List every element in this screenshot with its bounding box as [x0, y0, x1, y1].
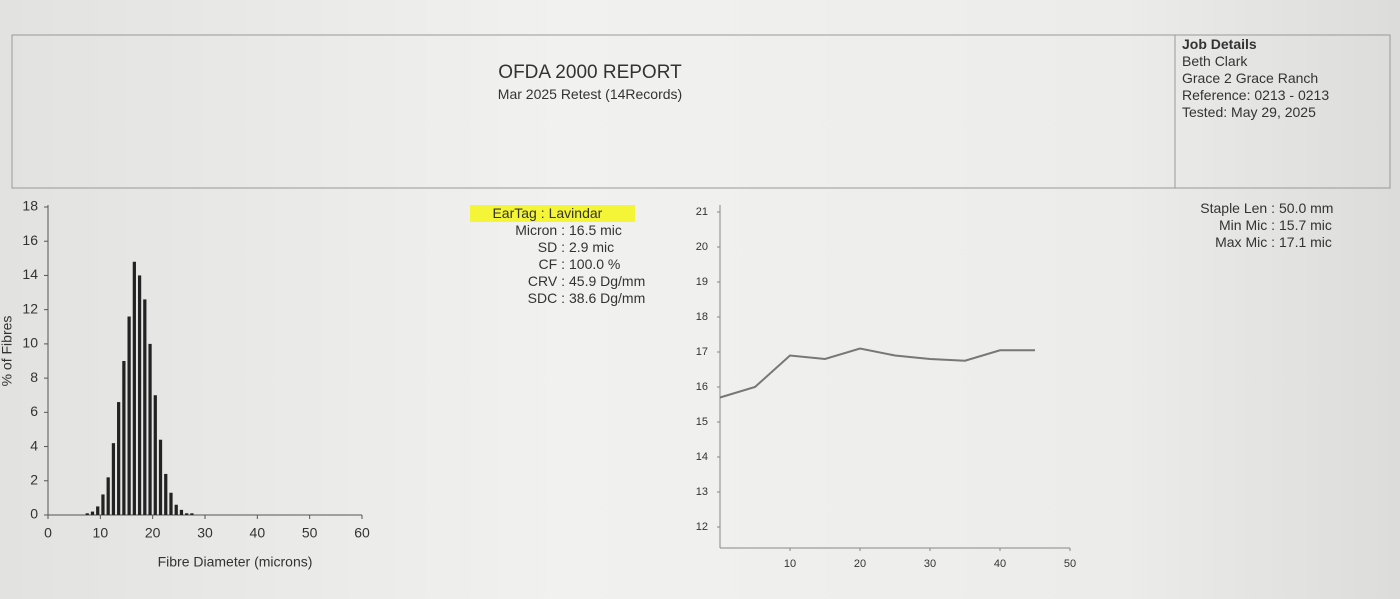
- y-tick-label: 17: [696, 346, 708, 358]
- y-tick-label: 19: [696, 276, 708, 288]
- stat-value: 45.9 Dg/mm: [569, 273, 646, 289]
- x-tick-label: 0: [44, 525, 52, 541]
- stat-row: SDC :38.6 Dg/mm: [470, 290, 679, 307]
- y-tick-label: 13: [696, 486, 708, 498]
- x-tick-label: 30: [197, 525, 213, 541]
- x-tick-label: 10: [93, 525, 109, 541]
- y-tick-label: 16: [696, 381, 708, 393]
- job-detail-line: Job Details: [1182, 36, 1257, 52]
- histogram-bar: [101, 494, 105, 515]
- x-tick-label: 50: [1064, 558, 1076, 570]
- stat-label: CRV :: [527, 273, 565, 289]
- x-tick-label: 40: [250, 525, 266, 541]
- job-detail-line: Tested: May 29, 2025: [1182, 104, 1316, 120]
- histogram-bar: [164, 473, 168, 515]
- histogram-bar: [85, 513, 89, 515]
- stat-row: CRV :45.9 Dg/mm: [470, 273, 679, 290]
- stat-label: Staple Len :: [1200, 200, 1275, 216]
- x-tick-label: 20: [854, 558, 866, 570]
- y-tick-label: 14: [22, 266, 38, 282]
- histogram-bar: [96, 506, 100, 515]
- y-tick-label: 15: [696, 416, 708, 428]
- histogram-bar: [158, 439, 163, 515]
- histogram-bar: [111, 443, 116, 515]
- histogram-bar: [169, 492, 173, 515]
- report-subtitle: Mar 2025 Retest (14Records): [497, 86, 683, 102]
- stat-value: 16.5 mic: [569, 222, 622, 238]
- stat-row: EarTag : Lavindar: [470, 205, 635, 222]
- histogram-bar: [117, 402, 121, 515]
- histogram-bar: [153, 395, 157, 515]
- histogram-bar: [127, 316, 131, 515]
- y-tick-label: 8: [30, 369, 38, 385]
- y-tick-label: 6: [30, 403, 38, 419]
- histogram-bar: [137, 275, 142, 515]
- histogram-bar: [106, 477, 110, 515]
- x-tick-label: 30: [924, 558, 936, 570]
- histogram-bar: [185, 513, 189, 515]
- y-tick-label: 12: [696, 521, 708, 533]
- stat-value: 2.9 mic: [569, 239, 615, 255]
- stat-label: CF :: [538, 256, 565, 272]
- job-details: Job Details Beth Clark Grace 2 Grace Ranch…: [1182, 36, 1329, 121]
- x-tick-label: 40: [994, 558, 1006, 570]
- job-detail-line: Reference: 0213 - 0213: [1182, 87, 1330, 103]
- stat-row: SD :2.9 mic: [470, 239, 679, 256]
- y-tick-label: 0: [30, 506, 38, 522]
- stat-label: Micron :: [515, 222, 565, 238]
- histogram-bar: [190, 513, 194, 515]
- stat-value: Lavindar: [548, 205, 603, 221]
- y-tick-label: 12: [22, 300, 38, 316]
- job-detail-line: Grace 2 Grace Ranch: [1182, 70, 1319, 86]
- histogram-bar: [179, 509, 184, 515]
- histogram-bar: [148, 343, 152, 515]
- y-tick-label: 10: [22, 335, 38, 351]
- stat-row: Max Mic :17.1 mic: [1150, 234, 1359, 251]
- histogram-bar: [174, 504, 178, 515]
- histogram-bar: [122, 361, 126, 515]
- stat-row: Staple Len :50.0 mm: [1150, 200, 1359, 217]
- report-title: OFDA 2000 REPORT: [498, 62, 682, 83]
- stat-value: 100.0 %: [569, 256, 621, 272]
- x-tick-label: 10: [784, 558, 796, 570]
- stat-value: 15.7 mic: [1279, 217, 1332, 233]
- stat-label: Min Mic :: [1219, 217, 1275, 233]
- y-tick-label: 14: [696, 451, 708, 463]
- data-line: [719, 347, 1035, 399]
- x-tick-label: 50: [302, 525, 318, 541]
- stat-value: 50.0 mm: [1279, 200, 1334, 216]
- histogram-bar: [143, 299, 147, 515]
- stat-label: SD :: [537, 239, 565, 255]
- header-box: [11, 34, 1391, 189]
- y-tick-label: 18: [22, 198, 38, 214]
- stat-row: CF :100.0 %: [470, 256, 679, 273]
- x-tick-label: 20: [145, 525, 161, 541]
- stat-label: EarTag :: [492, 205, 545, 221]
- job-detail-line: Beth Clark: [1182, 53, 1248, 69]
- y-tick-label: 16: [22, 232, 38, 248]
- y-tick-label: 21: [696, 206, 708, 218]
- y-tick-label: 4: [30, 437, 38, 453]
- stat-value: 38.6 Dg/mm: [569, 290, 646, 306]
- stat-row: Min Mic :15.7 mic: [1150, 217, 1359, 234]
- y-tick-label: 20: [696, 241, 708, 253]
- histogram-bar: [132, 261, 136, 515]
- length-stats: Staple Len :50.0 mm Min Mic :15.7 mic Max …: [1150, 200, 1359, 251]
- fibre-stats: EarTag : Lavindar Micron :16.5 mic SD :2.9 …: [470, 205, 679, 307]
- x-tick-label: 60: [354, 525, 370, 541]
- stat-row: Micron :16.5 mic: [470, 222, 679, 239]
- stat-label: Max Mic :: [1215, 234, 1275, 250]
- y-tick-label: 2: [30, 471, 38, 487]
- stat-label: SDC :: [527, 290, 565, 306]
- histogram-bar: [90, 511, 95, 515]
- y-tick-label: 18: [696, 311, 708, 323]
- stat-value: 17.1 mic: [1279, 234, 1332, 250]
- y-axis-label: % of Fibres: [0, 316, 15, 387]
- x-axis-label: Fibre Diameter (microns): [158, 554, 313, 570]
